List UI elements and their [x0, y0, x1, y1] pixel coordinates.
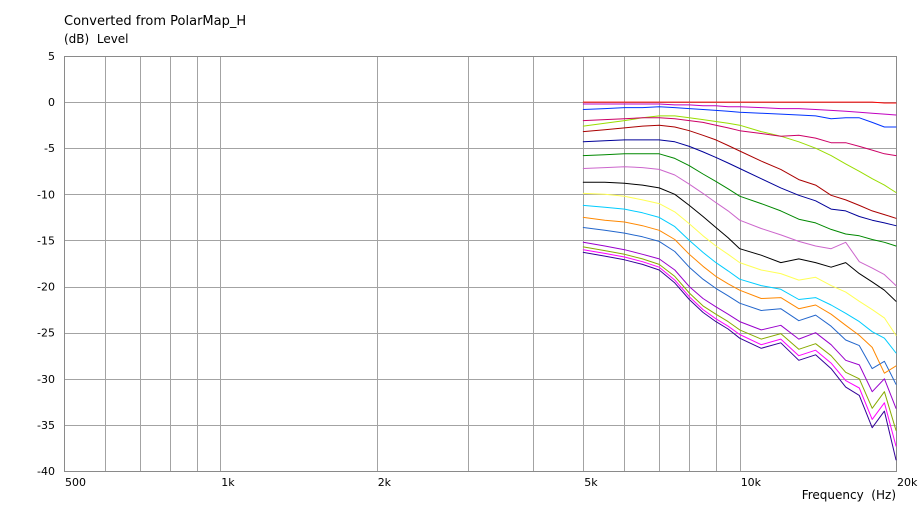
series-line-5 [582, 115, 897, 193]
series-line-17 [582, 249, 897, 447]
x-tick-label: 2k [378, 476, 392, 489]
y-tick-label: -10 [37, 188, 55, 201]
x-tick-labels: 500 1k 2k 5k 10k 20k [65, 476, 918, 489]
plot-frame [64, 56, 897, 472]
x-tick-label: 5k [584, 476, 598, 489]
x-axis-label: Frequency (Hz) [802, 488, 896, 502]
series-line-18 [582, 251, 897, 461]
series-line-15 [582, 241, 897, 409]
series-line-4 [582, 117, 897, 157]
series-line-1 [582, 101, 897, 104]
series-line-16 [582, 246, 897, 431]
series-line-3 [582, 106, 897, 128]
series-lines [582, 101, 897, 461]
y-tick-label: -20 [37, 281, 55, 294]
series-line-8 [582, 153, 897, 247]
x-tick-label: 500 [65, 476, 86, 489]
series-line-12 [582, 204, 897, 354]
y-tick-label: -30 [37, 373, 55, 386]
y-tick-label: -40 [37, 465, 55, 478]
y-tick-label: -35 [37, 419, 55, 432]
y-tick-label: -5 [44, 142, 55, 155]
chart-title: Converted from PolarMap_H [64, 14, 246, 29]
series-line-11 [582, 192, 897, 336]
y-tick-label: -15 [37, 234, 55, 247]
series-line-10 [582, 181, 897, 302]
y-tick-label: -25 [37, 327, 55, 340]
y-tick-label: 0 [48, 96, 55, 109]
x-tick-label: 1k [221, 476, 235, 489]
y-axis-label: (dB) Level [64, 32, 129, 46]
series-line-7 [582, 139, 897, 227]
series-line-14 [582, 227, 897, 385]
y-tick-labels: 5 0 -5 -10 -15 -20 -25 -30 -35 -40 [37, 50, 55, 478]
series-line-2 [582, 103, 897, 116]
grid [64, 56, 896, 471]
x-tick-label: 20k [897, 476, 918, 489]
x-tick-label: 10k [741, 476, 762, 489]
series-line-9 [582, 166, 897, 287]
series-line-6 [582, 124, 897, 219]
series-line-13 [582, 216, 897, 374]
y-tick-label: 5 [48, 50, 55, 63]
